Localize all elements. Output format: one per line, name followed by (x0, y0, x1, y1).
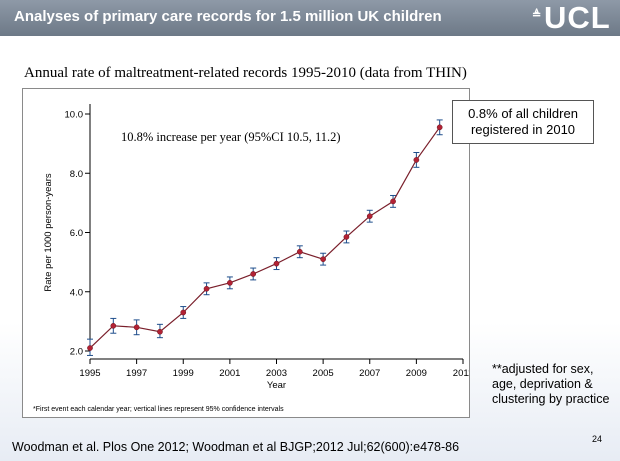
data-point (390, 198, 396, 205)
x-tick-label: 2011 (453, 368, 469, 379)
adjustment-note: **adjusted for sex, age, deprivation & c… (492, 362, 610, 406)
y-tick-label: 2.0 (70, 347, 83, 358)
x-tick-label: 2001 (219, 368, 240, 379)
y-tick-label: 4.0 (70, 287, 83, 298)
y-tick-label: 8.0 (70, 169, 83, 180)
data-point (203, 285, 210, 292)
callout-line-2: registered in 2010 (470, 122, 576, 137)
callout-line-1: 0.8% of all children (468, 106, 578, 121)
data-point (110, 322, 117, 329)
data-point (436, 124, 443, 131)
data-point (157, 328, 163, 335)
data-point (273, 260, 280, 267)
ucl-dome-icon: ≜ (532, 9, 542, 21)
x-tick-label: 2007 (359, 368, 380, 379)
x-tick-label: 1999 (173, 368, 194, 379)
chart-subtitle: Annual rate of maltreatment-related reco… (24, 65, 467, 81)
x-tick-label: 2009 (406, 368, 427, 379)
line-chart: 2.0 4.0 6.0 8.0 10.0 1995 1997 1999 2001 2003 2005… (33, 104, 469, 413)
series-line (89, 126, 441, 349)
citation: Woodman et al. Plos One 2012; Woodman et… (12, 440, 460, 454)
header-bar: Analyses of primary care records for 1.5… (0, 0, 620, 36)
data-point (296, 248, 303, 255)
callout-box: 0.8% of all children registered in 2010 (452, 100, 594, 144)
data-point (87, 345, 93, 351)
y-axis-title: Rate per 1000 person-years (43, 173, 54, 292)
slide-number: 24 (592, 434, 603, 444)
data-point (180, 309, 187, 316)
chart-footnote: *First event each calendar year; vertica… (33, 406, 284, 413)
data-point (227, 280, 233, 286)
chart-frame: 2.0 4.0 6.0 8.0 10.0 1995 1997 1999 2001 2003 2005… (22, 88, 470, 418)
data-point (320, 256, 326, 263)
increase-annotation: 10.8% increase per year (95%CI 10.5, 11.… (121, 130, 341, 144)
x-tick-label: 2003 (266, 368, 287, 379)
x-tick-label: 1995 (79, 368, 100, 379)
x-tick-label: 1997 (126, 368, 147, 379)
data-point (250, 271, 257, 277)
y-tick-label: 10.0 (65, 110, 84, 121)
x-tick-label: 2005 (313, 368, 334, 379)
data-point (133, 324, 140, 331)
data-point (343, 234, 350, 240)
ucl-logo-text: UCL (544, 0, 611, 35)
slide-title: Analyses of primary care records for 1.5… (14, 8, 442, 25)
data-point (366, 213, 373, 220)
data-point (413, 157, 420, 163)
y-tick-label: 6.0 (70, 228, 83, 239)
x-axis-title: Year (267, 380, 286, 391)
